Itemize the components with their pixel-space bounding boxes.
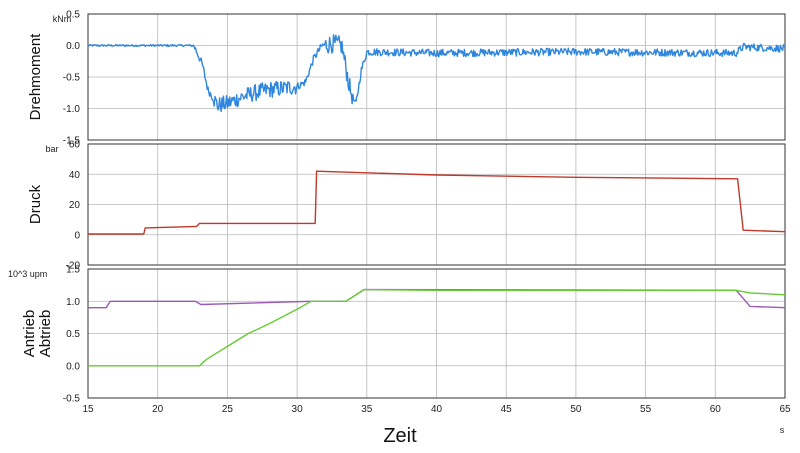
- panel-2-ytick-label-3: 40: [69, 170, 81, 181]
- x-tick-label-1: 20: [152, 404, 164, 415]
- panel-1-unit: kNm: [53, 14, 72, 24]
- panel-3-unit: 10^3 upm: [8, 269, 47, 279]
- panel-1-ylabel: Drehmoment: [27, 33, 44, 121]
- x-tick-label-3: 30: [292, 404, 304, 415]
- panel-2-ylabel: Druck: [27, 184, 44, 224]
- x-tick-label-4: 35: [361, 404, 373, 415]
- x-tick-label-8: 55: [640, 404, 652, 415]
- x-tick-label-2: 25: [222, 404, 234, 415]
- panel-3-ylabel: Antrieb: [21, 310, 38, 358]
- panel-3: -0.5 0.0 0.5 1.0 1.5 10^3 upm Antrieb Abtrieb: [8, 265, 786, 405]
- x-tick-label-9: 60: [710, 404, 722, 415]
- x-axis-unit: s: [780, 425, 785, 435]
- panel-2-frame: [87, 143, 786, 266]
- x-tick-label-5: 40: [431, 404, 443, 415]
- panel-3-frame: [87, 268, 786, 399]
- panel-2-unit: bar: [45, 144, 58, 154]
- panel-3-ylabel2: Abtrieb: [37, 310, 54, 358]
- panel-1-ytick-label-3: 0.0: [66, 41, 80, 52]
- x-tick-label-0: 15: [82, 404, 94, 415]
- panel-2: -20 0 20 40 60 bar Druck: [27, 140, 786, 272]
- x-tick-label-7: 50: [570, 404, 582, 415]
- panel-1-ytick-label-0: -1.5: [63, 136, 81, 147]
- panel-1-series-1-line: [87, 34, 786, 113]
- panel-3-series-2-line: [88, 288, 786, 367]
- panel-1-ytick-label-1: -1.0: [63, 104, 81, 115]
- panel-3-ytick-label-3: 1.0: [66, 297, 80, 308]
- x-tick-label-6: 45: [501, 404, 513, 415]
- panels-layer: -1.5-1.0-0.50.00.5kNmDrehmoment-20020406…: [8, 10, 786, 405]
- panel-1-ytick-label-2: -0.5: [63, 73, 81, 84]
- panel-3-ytick-label-2: 0.5: [66, 329, 80, 340]
- panel-2-ytick-label-0: -20: [66, 261, 81, 272]
- panel-2-series-1-line: [88, 170, 786, 235]
- panel-3-ytick-label-1: 0.0: [66, 361, 80, 372]
- panel-1-frame: [87, 13, 786, 141]
- panel-1-ytick-label-4: 0.5: [66, 10, 80, 21]
- panel-3-ytick-label-4: 1.5: [66, 265, 80, 276]
- panel-2-ytick-label-1: 0: [74, 230, 80, 241]
- panel-2-ytick-label-4: 60: [69, 140, 81, 151]
- panel-2-ytick-label-2: 20: [69, 200, 81, 211]
- x-tick-label-10: 65: [779, 404, 791, 415]
- x-axis-label: Zeit: [383, 425, 417, 447]
- panel-3-ytick-label-0: -0.5: [63, 394, 81, 405]
